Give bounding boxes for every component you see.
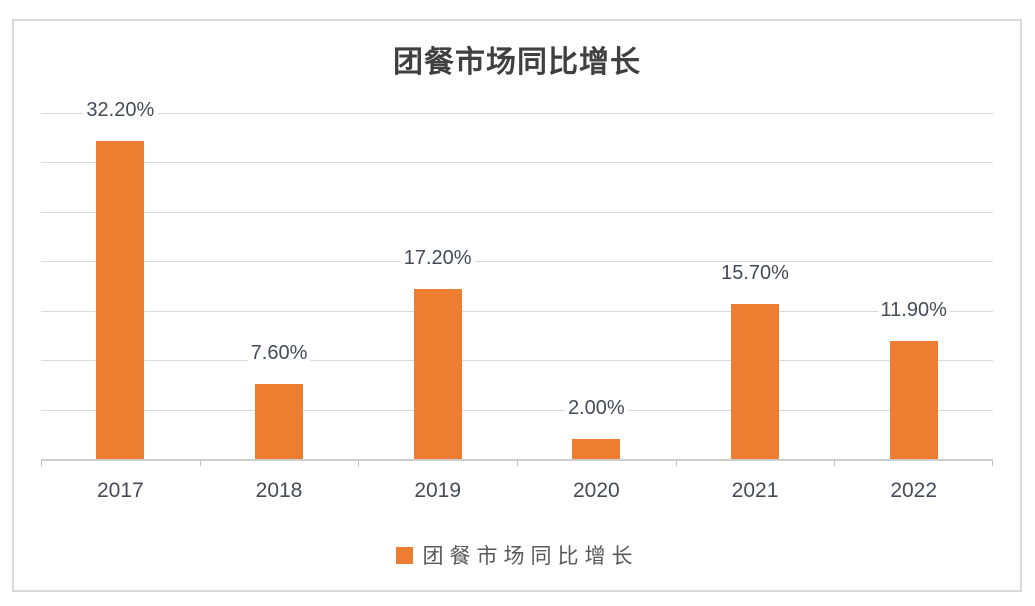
axis-tick [199, 461, 201, 466]
value-label-row: 17.20% [358, 246, 517, 271]
axis-tick [358, 461, 360, 466]
bar [413, 288, 462, 459]
chart-title: 团餐市场同比增长 [393, 46, 641, 79]
legend-swatch-icon [395, 546, 413, 564]
gridline [41, 162, 993, 164]
axis-tick [41, 461, 42, 466]
bar-column: 32.20% [41, 98, 200, 459]
bar [731, 303, 780, 459]
value-label-row: 2.00% [517, 397, 676, 421]
chart-container: 团餐市场同比增长 32.20% 7.60% 17.20% 2.00% 15.70% 11.… [12, 19, 1022, 592]
bar [889, 341, 938, 459]
legend-label: 团餐市场同比增长 [422, 545, 639, 568]
axis-tick [675, 461, 677, 466]
bar [96, 140, 145, 459]
plot-area: 32.20% 7.60% 17.20% 2.00% 15.70% 11.90% [41, 98, 993, 461]
gridline [41, 409, 993, 411]
value-label: 7.60% [247, 341, 311, 364]
value-label-row: 11.90% [834, 299, 993, 323]
bar [255, 383, 303, 459]
bar-column: 7.60% [200, 113, 359, 459]
x-axis-label: 2021 [731, 479, 779, 502]
value-label-row: 7.60% [200, 341, 359, 366]
bar-column: 2.00% [517, 113, 676, 459]
x-axis-label: 2017 [96, 479, 144, 502]
bar-column: 17.20% [358, 113, 517, 459]
x-axis-labels: 2017 2018 2019 2020 2021 2022 [41, 479, 993, 503]
value-label: 2.00% [564, 397, 628, 420]
value-label: 32.20% [83, 98, 158, 121]
x-axis-label: 2019 [414, 479, 462, 502]
bar-column: 11.90% [834, 113, 993, 459]
gridline [41, 310, 993, 312]
value-label: 11.90% [877, 299, 950, 322]
value-label-row: 15.70% [676, 261, 835, 286]
x-axis-label: 2018 [255, 479, 303, 502]
axis-tick [992, 461, 993, 466]
axis-tick [834, 461, 836, 466]
value-label: 15.70% [718, 261, 792, 284]
bar [572, 439, 621, 459]
gridline [41, 113, 993, 114]
bar-column: 15.70% [676, 113, 835, 459]
gridline [41, 360, 993, 362]
gridline [41, 261, 993, 263]
axis-tick [517, 461, 518, 466]
x-axis-label: 2020 [572, 479, 620, 502]
bar-series: 32.20% 7.60% 17.20% 2.00% 15.70% 11.90% [41, 98, 993, 459]
x-axis-label: 2022 [890, 479, 938, 502]
gridline [41, 211, 993, 213]
legend: 团餐市场同比增长 [14, 540, 1020, 570]
value-label-row: 32.20% [41, 98, 200, 123]
x-axis-ticks [41, 461, 993, 466]
value-label: 17.20% [400, 246, 475, 269]
